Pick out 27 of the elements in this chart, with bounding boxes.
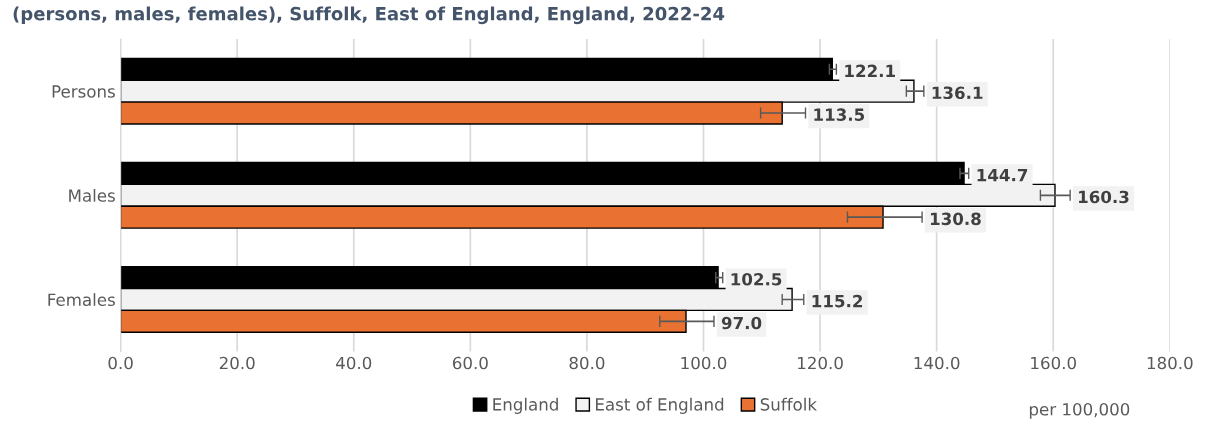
data-label: 122.1 xyxy=(845,64,895,77)
y-tick-label: Males xyxy=(69,188,115,202)
data-label: 113.5 xyxy=(814,108,865,121)
data-label: 144.7 xyxy=(977,169,1028,182)
x-axis-title: per 100,000 xyxy=(1029,402,1130,419)
legend-label: England xyxy=(493,397,558,414)
x-tick-label: 100.0 xyxy=(681,356,727,370)
data-label: 115.2 xyxy=(812,294,863,308)
x-tick-label: 120.0 xyxy=(798,356,843,370)
x-tick-label: 60.0 xyxy=(452,356,488,370)
y-tick-label: Persons xyxy=(52,85,115,98)
x-tick-label: 80.0 xyxy=(569,356,605,370)
x-tick-label: 0.0 xyxy=(108,356,133,370)
legend-label: Suffolk xyxy=(760,397,817,411)
data-label: 160.3 xyxy=(1079,190,1129,204)
x-tick-label: 160.0 xyxy=(1031,356,1076,370)
data-label: 130.8 xyxy=(930,212,981,226)
chart-title: (persons, males, females), Suffolk, East of England, England, 2022-24 xyxy=(13,6,725,25)
x-tick-label: 180.0 xyxy=(1147,356,1193,370)
data-label: 136.1 xyxy=(932,86,983,100)
x-tick-label: 140.0 xyxy=(914,356,960,370)
x-tick-label: 20.0 xyxy=(219,356,255,370)
data-label: 97.0 xyxy=(721,316,762,330)
y-tick-label: Females xyxy=(48,293,115,307)
data-label: 102.5 xyxy=(731,272,782,286)
x-tick-label: 40.0 xyxy=(336,356,372,370)
legend-label: East of England xyxy=(596,397,724,414)
